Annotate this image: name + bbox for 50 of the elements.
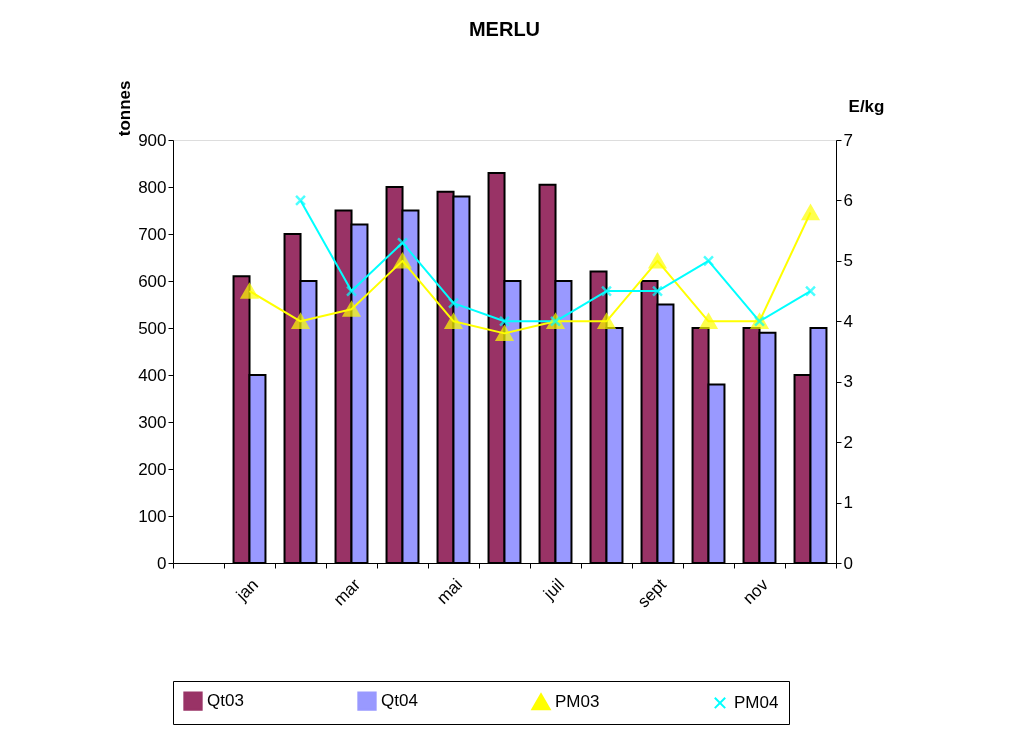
x-tick-label: juil (539, 575, 569, 604)
y-tick-label: 700 (138, 224, 167, 244)
y-tick-label: 800 (138, 177, 167, 197)
point (393, 253, 412, 269)
point (651, 285, 664, 297)
point (345, 285, 358, 297)
point (294, 194, 307, 207)
y2-tick-label: 7 (843, 130, 853, 150)
legend-label: PM03 (555, 691, 600, 711)
point (396, 237, 409, 249)
y2-tick-label: 3 (843, 372, 853, 392)
point (702, 255, 715, 267)
y-tick-label: 200 (138, 459, 167, 479)
x-tick-label: sept (633, 574, 671, 612)
point (291, 313, 310, 329)
y2-tick-label: 4 (843, 311, 853, 331)
point (597, 313, 616, 329)
y-tick-label: 400 (138, 365, 167, 385)
point (648, 253, 667, 269)
point (444, 313, 463, 329)
y2-tick-label: 1 (843, 493, 853, 513)
point (498, 315, 511, 327)
x-tick-label: mar (329, 574, 365, 610)
y-tick-label: 500 (138, 318, 167, 338)
y2-tick-label: 2 (843, 432, 853, 452)
y-tick-label: 900 (138, 130, 167, 150)
y-tick-label: 600 (138, 271, 167, 291)
y-tick-label: 100 (138, 506, 167, 526)
point (447, 297, 460, 309)
legend-label: Qt04 (381, 691, 418, 711)
x-tick-label: mai (433, 575, 467, 608)
x-tick-label: nov (739, 574, 773, 608)
point (600, 285, 613, 297)
y-tick-label: 0 (157, 553, 167, 573)
point (801, 204, 820, 221)
point (342, 301, 361, 317)
chart-title: MERLU (468, 18, 541, 40)
point (699, 313, 718, 329)
legend-label: Qt03 (207, 691, 244, 711)
y2-tick-label: 6 (843, 190, 853, 210)
x-tick-label: jan (231, 575, 263, 606)
y2-axis-title: E/kg (848, 96, 885, 116)
point (804, 285, 817, 297)
y2-tick-label: 0 (843, 553, 853, 573)
point (240, 283, 259, 299)
legend-label: PM04 (734, 692, 779, 712)
y-axis-title: tonnes (114, 80, 134, 137)
y-tick-label: 300 (138, 412, 167, 432)
point (495, 325, 514, 342)
y2-tick-label: 5 (843, 251, 853, 271)
